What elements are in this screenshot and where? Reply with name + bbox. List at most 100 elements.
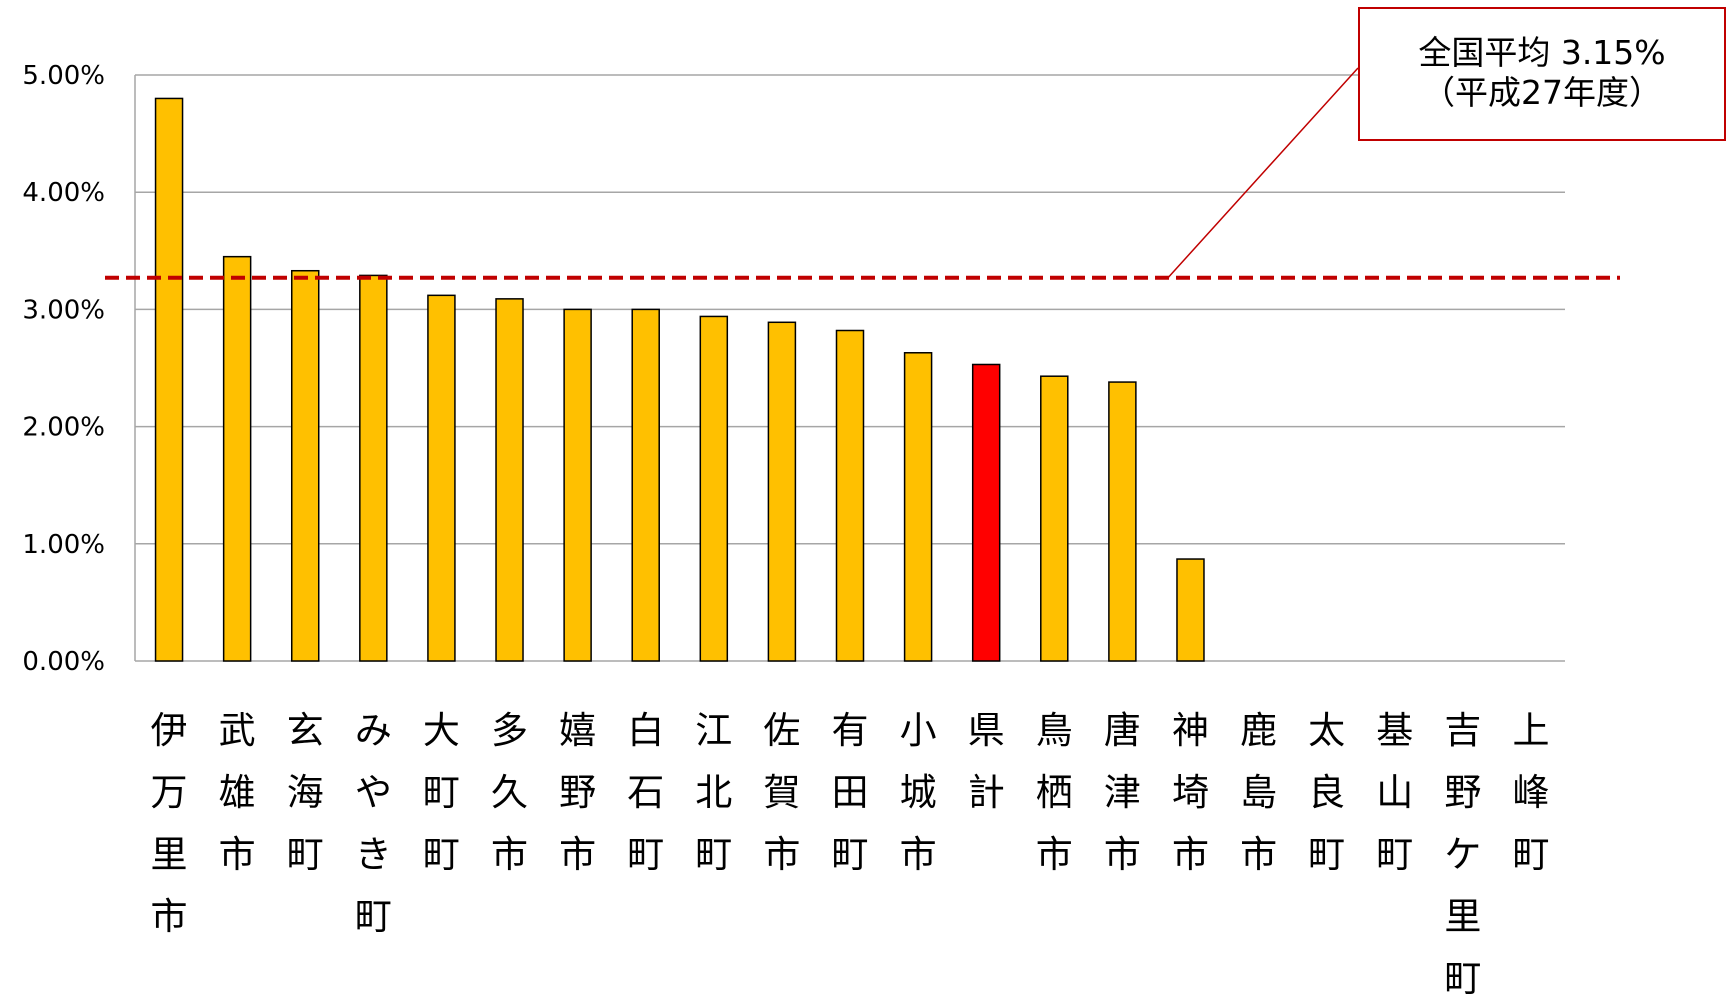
x-label-char: 佐 bbox=[763, 709, 800, 752]
y-axis-tick-labels: 0.00% 1.00% 2.00% 3.00% 4.00% 5.00% bbox=[22, 61, 105, 677]
callout-line-2: （平成27年度） bbox=[1422, 73, 1662, 112]
x-category-label: 県計 bbox=[968, 709, 1005, 814]
x-label-char: 吉 bbox=[1444, 709, 1481, 752]
x-category-label: 鹿島市 bbox=[1240, 709, 1277, 876]
x-label-char: 鳥 bbox=[1036, 709, 1073, 752]
x-label-char: や bbox=[355, 771, 392, 814]
bar bbox=[1176, 558, 1205, 662]
x-label-char: 田 bbox=[832, 771, 869, 814]
bar bbox=[903, 352, 933, 662]
x-category-label: 玄海町 bbox=[287, 709, 324, 876]
x-category-label: 武雄市 bbox=[219, 709, 256, 876]
x-label-char: 小 bbox=[900, 709, 937, 752]
x-label-char: 市 bbox=[1104, 833, 1141, 876]
bar bbox=[767, 321, 797, 662]
x-label-char: 市 bbox=[900, 833, 937, 876]
bar bbox=[222, 255, 252, 662]
x-label-char: 町 bbox=[355, 895, 392, 938]
x-label-char: 峰 bbox=[1512, 771, 1549, 814]
x-label-char: 海 bbox=[287, 771, 324, 814]
x-label-char: 大 bbox=[423, 709, 460, 752]
y-tick-label: 3.00% bbox=[22, 295, 105, 325]
x-label-char: 北 bbox=[695, 771, 732, 814]
y-tick-label: 4.00% bbox=[22, 178, 105, 208]
callout-line-1: 全国平均 3.15% bbox=[1418, 33, 1666, 72]
x-label-char: 市 bbox=[151, 895, 188, 938]
x-label-char: 市 bbox=[1036, 833, 1073, 876]
bar bbox=[495, 298, 524, 662]
x-label-char: 良 bbox=[1308, 771, 1345, 814]
x-label-char: 賀 bbox=[763, 771, 800, 814]
x-label-char: 久 bbox=[491, 771, 528, 814]
x-category-label: 嬉野市 bbox=[559, 709, 596, 876]
bar bbox=[835, 329, 865, 662]
x-label-char: 多 bbox=[491, 709, 528, 752]
x-category-label: 上峰町 bbox=[1512, 709, 1549, 876]
x-label-char: 町 bbox=[1308, 833, 1345, 876]
x-label-char: 市 bbox=[1240, 833, 1277, 876]
x-axis-category-labels: 伊万里市武雄市玄海町みやき町大町町多久市嬉野市白石町江北町佐賀市有田町小城市県計… bbox=[151, 709, 1550, 1000]
x-category-label: 佐賀市 bbox=[763, 709, 800, 876]
y-tick-label: 5.00% bbox=[22, 61, 105, 91]
x-category-label: 江北町 bbox=[695, 709, 732, 876]
bar bbox=[631, 308, 660, 662]
x-label-char: 町 bbox=[627, 833, 664, 876]
x-category-label: 小城市 bbox=[900, 709, 937, 876]
bar bbox=[427, 294, 456, 662]
x-label-char: 町 bbox=[423, 833, 460, 876]
x-label-char: 町 bbox=[287, 833, 324, 876]
x-label-char: 町 bbox=[1512, 833, 1549, 876]
x-label-char: 鹿 bbox=[1240, 709, 1277, 752]
x-category-label: 鳥栖市 bbox=[1036, 709, 1073, 876]
bar bbox=[359, 274, 388, 662]
x-category-label: 太良町 bbox=[1308, 709, 1345, 876]
bar bbox=[154, 97, 184, 662]
x-label-char: み bbox=[355, 709, 392, 752]
national-average-callout: 全国平均 3.15% （平成27年度） bbox=[1358, 7, 1726, 141]
x-label-char: 基 bbox=[1376, 709, 1413, 752]
x-label-char: 万 bbox=[151, 771, 188, 814]
x-label-char: 市 bbox=[559, 833, 596, 876]
x-label-char: 市 bbox=[763, 833, 800, 876]
x-category-label: 大町町 bbox=[423, 709, 460, 876]
x-label-char: 白 bbox=[627, 709, 664, 752]
x-label-char: 城 bbox=[900, 771, 937, 814]
x-label-char: 有 bbox=[832, 709, 869, 752]
x-label-char: 島 bbox=[1240, 771, 1277, 814]
x-label-char: 津 bbox=[1104, 771, 1141, 814]
x-label-char: 玄 bbox=[287, 709, 324, 752]
x-label-char: 上 bbox=[1512, 709, 1549, 752]
x-label-char: 里 bbox=[151, 833, 188, 876]
callout-leader-line bbox=[1167, 67, 1359, 279]
y-tick-label: 2.00% bbox=[22, 413, 105, 443]
x-label-char: 石 bbox=[627, 771, 664, 814]
x-label-char: 野 bbox=[1444, 771, 1481, 814]
x-category-label: 神埼市 bbox=[1172, 709, 1209, 876]
x-label-char: 町 bbox=[832, 833, 869, 876]
x-label-char: 県 bbox=[968, 709, 1005, 752]
x-label-char: 栖 bbox=[1036, 771, 1073, 814]
bar bbox=[1108, 381, 1137, 662]
bar bbox=[1040, 375, 1069, 662]
x-label-char: き bbox=[355, 833, 392, 876]
bar bbox=[290, 269, 320, 662]
y-tick-label: 1.00% bbox=[22, 530, 105, 560]
x-label-char: 計 bbox=[968, 771, 1005, 814]
x-label-char: 嬉 bbox=[559, 709, 596, 752]
x-label-char: 町 bbox=[695, 833, 732, 876]
x-label-char: 武 bbox=[219, 709, 256, 752]
x-label-char: 町 bbox=[1376, 833, 1413, 876]
bar bbox=[699, 315, 729, 662]
x-label-char: 市 bbox=[1172, 833, 1209, 876]
bar bbox=[971, 363, 1001, 662]
x-label-char: 町 bbox=[423, 771, 460, 814]
x-label-char: 埼 bbox=[1172, 771, 1209, 814]
x-label-char: ケ bbox=[1444, 833, 1481, 876]
x-label-char: 神 bbox=[1172, 709, 1209, 752]
x-category-label: 多久市 bbox=[491, 709, 528, 876]
x-label-char: 市 bbox=[219, 833, 256, 876]
x-label-char: 伊 bbox=[151, 709, 188, 752]
